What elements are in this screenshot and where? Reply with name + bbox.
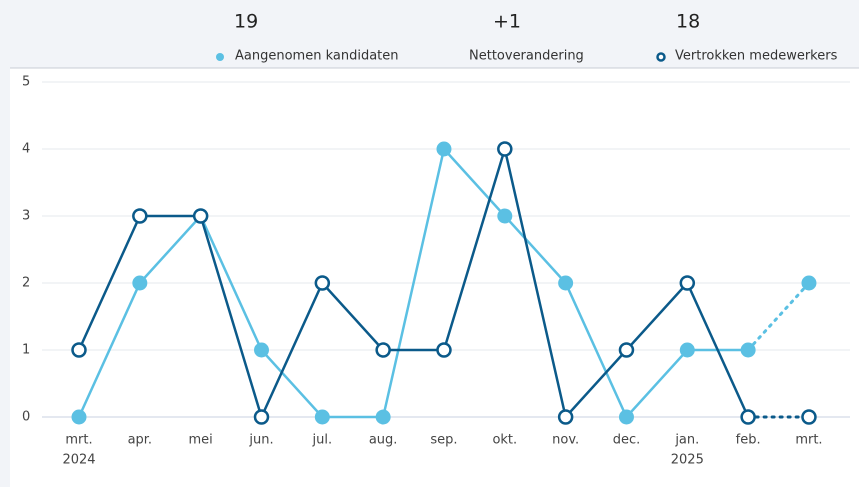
summary-label: Nettoverandering xyxy=(469,49,584,64)
point xyxy=(375,409,391,425)
x-tick-label: sep. xyxy=(430,433,457,448)
legend-marker xyxy=(216,53,224,61)
point xyxy=(253,409,270,425)
point xyxy=(679,342,695,358)
series-line xyxy=(77,144,750,421)
x-tick-label: okt. xyxy=(492,433,517,448)
x-tick-label: jul. xyxy=(312,433,333,448)
x-tick-label: mei xyxy=(189,433,213,448)
x-tick-label: jun. xyxy=(248,433,273,448)
point xyxy=(740,342,756,358)
summary-value: 18 xyxy=(676,11,700,33)
x-tick-label: apr. xyxy=(128,433,153,448)
x-tick-year: 2025 xyxy=(671,453,704,468)
point xyxy=(314,409,330,425)
point xyxy=(253,342,269,358)
y-tick-label: 3 xyxy=(22,209,30,224)
series-line xyxy=(77,146,750,420)
point xyxy=(132,208,148,224)
x-tick-label: mrt. xyxy=(65,433,92,448)
x-tick-label: mrt. xyxy=(795,433,822,448)
x-tick-label: aug. xyxy=(369,433,398,448)
point xyxy=(192,208,209,224)
x-tick-year: 2024 xyxy=(62,453,95,468)
point xyxy=(436,342,452,358)
x-tick-label: dec. xyxy=(613,433,641,448)
summary-value: 19 xyxy=(234,11,258,33)
point xyxy=(679,275,696,291)
point xyxy=(436,141,452,157)
point xyxy=(618,342,635,358)
point xyxy=(557,409,574,425)
y-tick-label: 5 xyxy=(22,75,30,90)
point xyxy=(801,275,817,291)
point xyxy=(375,342,391,358)
point xyxy=(618,409,634,425)
point xyxy=(71,342,87,358)
y-tick-label: 1 xyxy=(22,343,30,358)
point xyxy=(497,208,513,224)
summary-value: +1 xyxy=(493,11,521,33)
x-tick-label: feb. xyxy=(736,433,761,448)
y-tick-label: 0 xyxy=(22,410,30,425)
x-tick-label: jan. xyxy=(674,433,699,448)
x-tick-label: nov. xyxy=(552,433,579,448)
point xyxy=(801,409,817,425)
series-line-projection xyxy=(746,281,811,352)
summary-label: Vertrokken medewerkers xyxy=(675,49,838,64)
legend-marker xyxy=(656,52,666,62)
point xyxy=(71,409,87,425)
y-tick-label: 4 xyxy=(22,142,30,157)
point xyxy=(558,275,574,291)
point xyxy=(132,275,148,291)
summary-label: Aangenomen kandidaten xyxy=(235,49,399,64)
point xyxy=(314,275,331,291)
point xyxy=(497,141,513,157)
y-tick-label: 2 xyxy=(22,276,30,291)
point xyxy=(740,409,756,425)
